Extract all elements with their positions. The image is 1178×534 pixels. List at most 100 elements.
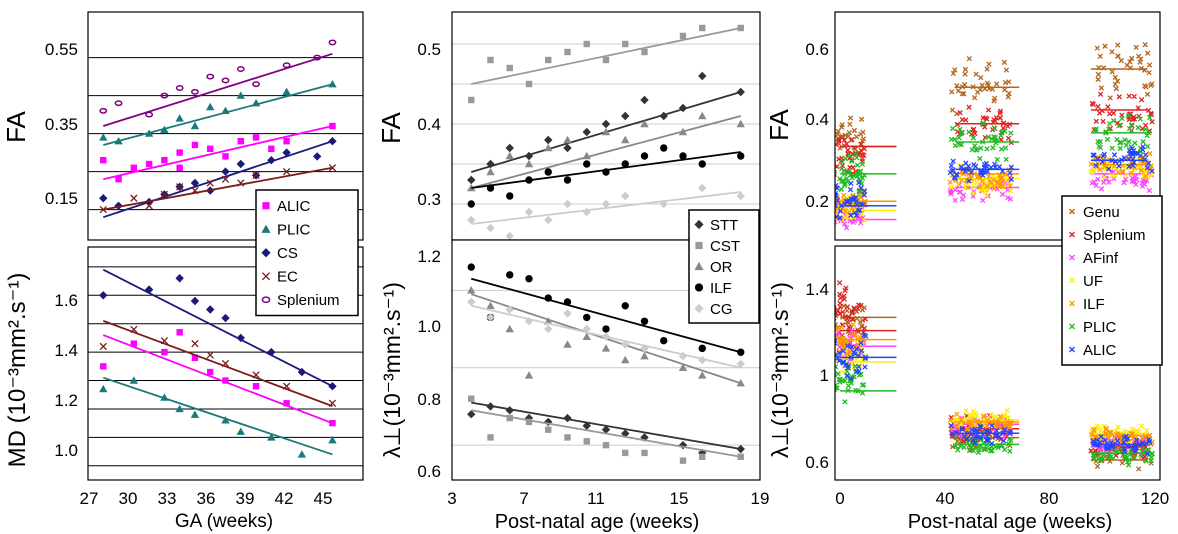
data-point: [1093, 162, 1099, 169]
data-point: [1091, 427, 1097, 433]
data-point: [976, 184, 983, 190]
data-point: [206, 351, 214, 359]
data-point: [1098, 433, 1104, 440]
data-point: [828, 215, 832, 219]
panel-a-top-ylabel: FA: [1, 110, 31, 142]
data-point: [839, 159, 845, 165]
data-point: [698, 111, 707, 120]
data-point: [160, 190, 169, 199]
data-point: [621, 160, 629, 168]
data-point: [621, 135, 630, 144]
data-point: [973, 71, 979, 77]
data-point: [467, 175, 476, 185]
data-point: [467, 215, 476, 225]
data-point: [993, 81, 1000, 87]
data-point: [844, 175, 850, 182]
data-point: [972, 433, 979, 440]
data-point: [1122, 456, 1128, 462]
data-point: [835, 171, 837, 178]
data-point: [1125, 462, 1132, 468]
data-point: [1121, 180, 1127, 186]
data-point: [1139, 435, 1145, 441]
data-point: [961, 81, 968, 88]
data-point: [841, 303, 847, 309]
series-cg: [467, 297, 745, 369]
data-point: [582, 127, 591, 137]
data-point: [1007, 448, 1013, 454]
data-point: [487, 56, 494, 64]
data-point: [115, 176, 122, 183]
data-point: [973, 412, 980, 418]
data-point: [828, 144, 832, 148]
data-point: [236, 91, 245, 99]
data-point: [1116, 94, 1122, 100]
data-point: [837, 215, 843, 221]
data-point: [962, 66, 969, 73]
data-point: [236, 427, 245, 435]
trend-line: [471, 304, 741, 369]
legend-panel-b: STT CST OR ILF CG: [688, 209, 760, 324]
data-point: [1007, 188, 1014, 194]
data-point: [837, 176, 843, 182]
data-point: [835, 347, 836, 352]
data-point: [564, 434, 571, 441]
data-point: [993, 427, 1000, 434]
data-point: [736, 119, 745, 128]
data-point: [176, 329, 183, 336]
data-point: [830, 390, 834, 394]
panel-b-xtick: 11: [587, 489, 605, 508]
data-point: [989, 448, 995, 454]
data-point: [984, 66, 990, 72]
data-point: [99, 133, 108, 141]
data-point: [848, 158, 855, 164]
data-point: [844, 304, 851, 310]
data-point: [983, 160, 990, 167]
data-point: [845, 363, 851, 369]
data-point: [980, 197, 986, 203]
data-point: [991, 125, 998, 131]
data-point: [1126, 114, 1132, 120]
data-point: [252, 383, 260, 390]
data-point: [848, 212, 854, 218]
data-point: [261, 248, 271, 258]
data-point: [1143, 458, 1149, 464]
legend-panel-a: ALIC PLIC CS EC Splenium: [255, 189, 359, 317]
data-point: [1136, 466, 1142, 472]
data-point: [1005, 135, 1012, 141]
data-point: [1003, 67, 1010, 73]
data-point: [835, 340, 838, 346]
data-point: [1116, 123, 1122, 129]
data-point: [836, 350, 842, 356]
data-point: [835, 371, 841, 377]
data-point: [1002, 426, 1008, 433]
data-point: [1143, 151, 1149, 158]
data-point: [1090, 438, 1096, 444]
data-point: [828, 203, 832, 207]
data-point: [841, 293, 847, 299]
data-point: [828, 187, 832, 191]
data-point: [950, 158, 956, 164]
data-point: [1006, 90, 1012, 97]
data-point: [829, 214, 833, 218]
data-point: [1144, 132, 1150, 139]
data-point: [843, 225, 850, 231]
series-cst: [468, 395, 744, 464]
data-point: [829, 349, 833, 353]
data-point: [840, 369, 846, 375]
data-point: [837, 295, 844, 301]
data-point: [175, 85, 184, 91]
data-point: [1142, 122, 1149, 129]
series-alic: [100, 122, 336, 183]
data-point: [1094, 45, 1100, 51]
plot-layer: ALIC PLIC CS EC Splenium STT CST OR ILF CG Genu Spl…: [87, 11, 1163, 481]
data-point: [966, 104, 972, 110]
data-point: [1069, 208, 1075, 215]
panel-c-xlabel: Post-natal age (weeks): [908, 511, 1113, 533]
trend-line: [103, 166, 333, 211]
data-point: [1007, 183, 1014, 189]
data-point: [985, 107, 992, 113]
legend-label: CS: [277, 245, 298, 262]
data-point: [996, 422, 1002, 428]
data-point: [835, 306, 837, 313]
data-point: [986, 173, 992, 180]
